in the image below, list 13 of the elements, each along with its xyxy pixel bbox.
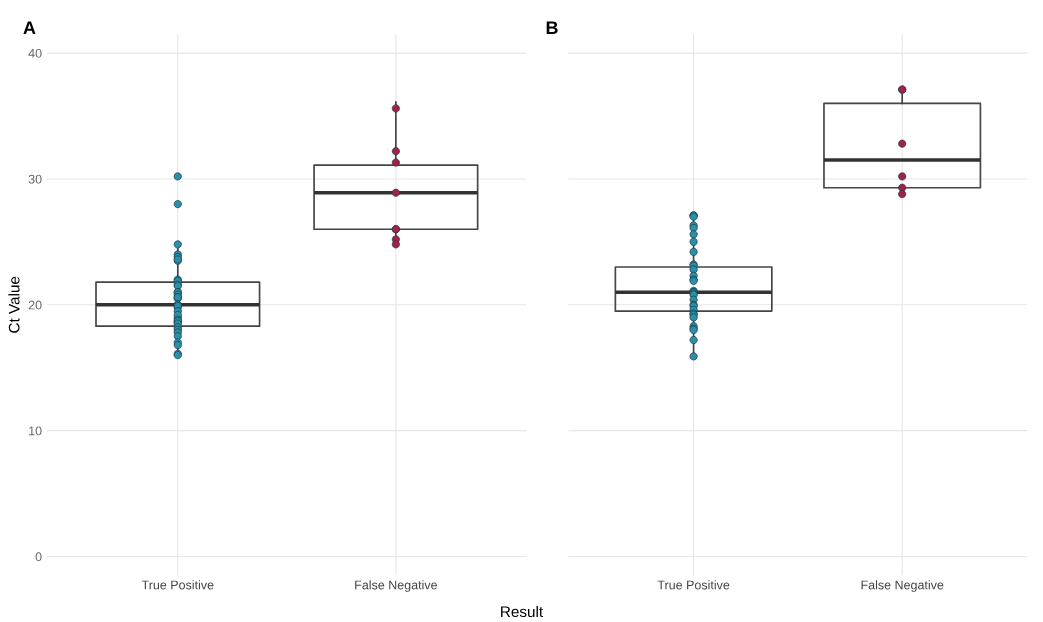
chart-title: A (23, 21, 36, 34)
x-tick-label: False Negative (355, 580, 437, 592)
x-axis-title: Result (501, 605, 544, 618)
x-tick-label: True Positive (141, 580, 214, 590)
y-tick-label: 10 (29, 426, 42, 436)
y-tick-label: 30 (28, 174, 42, 184)
y-tick-label: 20 (28, 300, 42, 310)
y-tick-label: 0 (35, 552, 42, 562)
chart-title: B (546, 21, 558, 34)
y-tick-label: 40 (28, 48, 42, 58)
y-axis-title: Ct Value (8, 276, 20, 333)
x-tick-label: False Negative (861, 580, 944, 592)
x-tick-label: True Positive (657, 580, 730, 590)
